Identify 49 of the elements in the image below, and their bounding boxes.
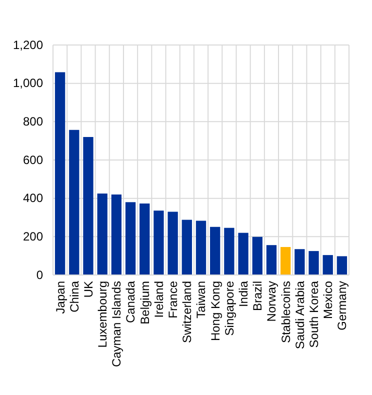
x-tick-label: Belgium xyxy=(138,281,152,324)
x-tick-label: Taiwan xyxy=(194,281,208,318)
x-tick-label: China xyxy=(67,280,82,312)
x-tick-label: Japan xyxy=(53,281,68,314)
bar xyxy=(182,220,192,275)
bar xyxy=(336,256,348,275)
bar xyxy=(125,202,136,275)
x-tick-label: Ireland xyxy=(152,281,166,318)
x-tick-label: UK xyxy=(81,281,96,298)
bar xyxy=(280,247,291,275)
bar xyxy=(210,226,220,275)
x-tick-label: Canada xyxy=(124,280,138,324)
x-tick-label: Norway xyxy=(264,281,279,322)
bar xyxy=(54,72,66,275)
y-tick-label: 0 xyxy=(36,268,44,282)
bar xyxy=(238,232,248,275)
y-tick-label: 800 xyxy=(22,114,44,129)
bar xyxy=(111,194,122,275)
x-tick-label: Mexico xyxy=(321,280,336,320)
bar xyxy=(322,255,333,275)
bar xyxy=(168,212,178,275)
bar xyxy=(294,249,305,275)
y-tick-label: 1,000 xyxy=(12,76,44,90)
bar xyxy=(69,130,80,275)
bar xyxy=(252,236,262,275)
x-tick-label: Brazil xyxy=(250,281,265,312)
x-tick-label: Luxembourg xyxy=(96,281,110,348)
y-tick-label: 400 xyxy=(22,191,44,206)
x-tick-label: Stablecoins xyxy=(278,281,293,344)
x-tick-label: Germany xyxy=(335,281,350,330)
x-tick-label: Switzerland xyxy=(180,281,194,344)
y-tick-label: 200 xyxy=(22,230,44,244)
bar xyxy=(308,251,319,275)
bar xyxy=(140,204,150,275)
x-tick-label: Saudi Arabia xyxy=(292,280,307,350)
x-tick-label: India xyxy=(236,280,250,308)
bar xyxy=(266,245,277,275)
x-tick-label: South Korea xyxy=(306,280,321,348)
x-tick-label: Cayman Islands xyxy=(110,281,124,368)
bar xyxy=(83,137,94,275)
bar xyxy=(196,220,206,275)
x-tick-label: Hong Kong xyxy=(208,281,222,342)
y-tick-label: 1,200 xyxy=(12,38,44,52)
bar xyxy=(154,210,164,275)
x-tick-label: Singapore xyxy=(222,280,236,336)
bar xyxy=(224,228,234,275)
bar xyxy=(97,194,108,275)
y-tick-label: 600 xyxy=(22,152,44,167)
x-tick-label: France xyxy=(166,280,180,318)
